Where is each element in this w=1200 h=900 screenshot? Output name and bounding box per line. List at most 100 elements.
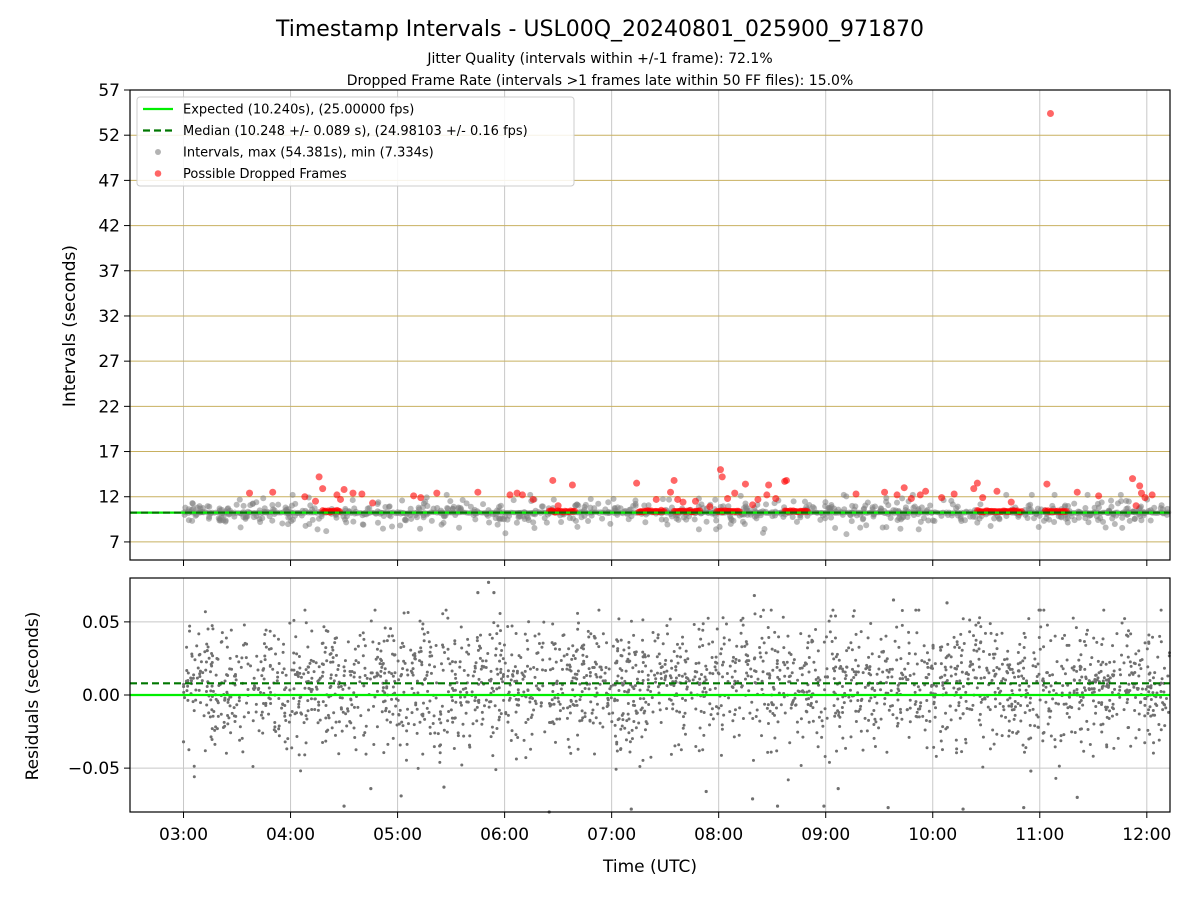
residual-point — [1075, 795, 1079, 799]
residual-point — [415, 731, 419, 735]
residual-point — [767, 672, 771, 676]
residual-point — [987, 671, 991, 675]
residual-point — [939, 648, 943, 652]
residual-point — [535, 667, 539, 671]
residual-point — [489, 700, 493, 704]
residual-point — [624, 738, 628, 742]
residual-point — [295, 673, 299, 677]
residual-point — [390, 634, 394, 638]
residual-point — [1013, 713, 1017, 717]
interval-point — [948, 497, 955, 504]
residual-point — [825, 675, 829, 679]
residual-point — [865, 729, 869, 733]
interval-point — [497, 502, 504, 509]
interval-point — [659, 496, 666, 503]
residual-point — [1148, 705, 1152, 709]
residual-point — [1048, 674, 1052, 678]
residual-point — [702, 687, 706, 691]
interval-point — [192, 512, 199, 519]
residual-point — [854, 658, 858, 662]
residual-point — [733, 679, 737, 683]
residual-point — [287, 720, 291, 724]
interval-point — [1119, 524, 1126, 531]
interval-point — [233, 501, 240, 508]
residual-point — [693, 675, 697, 679]
interval-point — [502, 530, 509, 537]
residual-point — [418, 619, 422, 623]
residual-point — [1044, 700, 1048, 704]
residual-point — [807, 689, 811, 693]
residual-point — [283, 740, 287, 744]
residual-point — [1025, 679, 1029, 683]
residual-point — [915, 710, 919, 714]
residual-point — [908, 706, 912, 710]
residual-point — [292, 696, 296, 700]
residual-point — [1162, 666, 1166, 670]
interval-point — [430, 505, 437, 512]
interval-point — [417, 525, 424, 532]
residual-point — [1119, 673, 1123, 677]
residual-point — [960, 750, 964, 754]
residual-point — [745, 659, 749, 663]
residual-point — [982, 676, 986, 680]
residual-point — [229, 731, 233, 735]
residual-point — [803, 661, 807, 665]
residual-point — [568, 663, 572, 667]
residual-point — [541, 684, 545, 688]
residual-point — [941, 725, 945, 729]
residual-point — [943, 673, 947, 677]
residual-point — [746, 674, 750, 678]
residual-point — [204, 689, 208, 693]
residual-point — [637, 721, 641, 725]
interval-point — [237, 524, 244, 531]
residual-point — [356, 705, 360, 709]
residual-point — [210, 661, 214, 665]
x-tick-label: 08:00 — [694, 825, 743, 845]
x-tick-label: 06:00 — [480, 825, 529, 845]
residual-point — [1127, 629, 1131, 633]
residual-point — [361, 654, 365, 658]
residual-point — [766, 703, 770, 707]
residual-point — [649, 669, 653, 673]
residual-point — [435, 681, 439, 685]
residual-point — [807, 634, 811, 638]
residual-point — [809, 704, 813, 708]
residual-point — [383, 667, 387, 671]
residual-point — [410, 711, 414, 715]
residual-point — [450, 660, 454, 664]
interval-point — [869, 504, 876, 511]
residual-point — [230, 711, 234, 715]
residual-point — [1033, 657, 1037, 661]
residual-point — [823, 755, 827, 759]
residual-point — [716, 712, 720, 716]
residual-point — [520, 671, 524, 675]
interval-point — [385, 503, 392, 510]
residual-point — [761, 670, 765, 674]
residual-point — [484, 659, 488, 663]
residual-point — [437, 717, 441, 721]
residual-point — [677, 673, 681, 677]
residual-point — [471, 722, 475, 726]
residual-point — [480, 710, 484, 714]
residual-point — [625, 719, 629, 723]
residual-point — [438, 751, 442, 755]
residual-point — [983, 631, 987, 635]
residual-point — [979, 640, 983, 644]
interval-point — [349, 497, 356, 504]
residual-point — [1013, 699, 1017, 703]
interval-point — [987, 522, 994, 529]
residual-point — [927, 658, 931, 662]
residual-point — [641, 679, 645, 683]
residual-point — [959, 661, 963, 665]
residual-point — [960, 670, 964, 674]
residual-point — [1047, 707, 1051, 711]
residual-point — [886, 806, 890, 810]
residual-point — [955, 747, 959, 751]
residual-point — [940, 675, 944, 679]
residual-point — [567, 745, 571, 749]
interval-point — [270, 506, 277, 513]
dropped-frame-point — [513, 489, 521, 497]
residual-point — [778, 668, 782, 672]
residual-point — [1036, 662, 1040, 666]
residual-point — [777, 635, 781, 639]
